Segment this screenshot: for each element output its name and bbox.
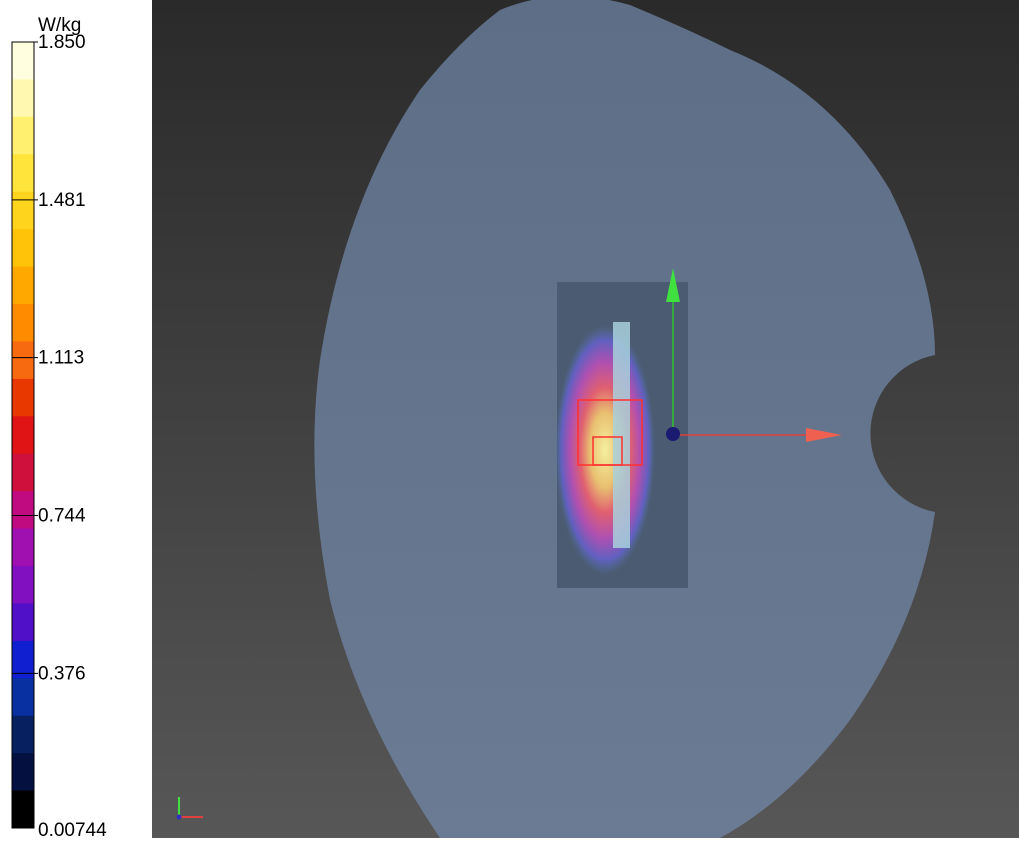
peak-box — [592, 436, 623, 466]
colorbar-tick-label: 0.00744 — [38, 820, 107, 838]
colorbar-band — [12, 528, 34, 567]
colorbar-band — [12, 678, 34, 717]
orientation-icon — [176, 797, 203, 820]
viewport — [152, 0, 1019, 838]
colorbar-band — [12, 453, 34, 492]
x-arrow — [806, 428, 842, 442]
colorbar-band — [12, 341, 34, 380]
colorbar-band — [12, 491, 34, 530]
colorbar-band — [12, 191, 34, 230]
colorbar-tick-label: 1.850 — [38, 32, 86, 53]
origin — [666, 427, 680, 441]
colorbar-band — [12, 42, 34, 80]
colorbar-band — [12, 229, 34, 268]
device — [613, 322, 630, 548]
colorbar-band — [12, 566, 34, 604]
sar-distribution — [555, 325, 655, 575]
colorbar-band — [12, 715, 34, 754]
colorbar-band — [12, 79, 34, 118]
colorbar-tick-label: 0.744 — [38, 505, 86, 526]
colorbar-band — [12, 116, 34, 155]
colorbar-band — [12, 753, 34, 792]
colorbar-band — [12, 640, 34, 679]
colorbar: W/kg 1.850 1.481 1.113 0.744 0.376 0.00744 — [11, 15, 107, 841]
y-arrow — [666, 268, 680, 302]
colorbar-band — [12, 266, 34, 305]
colorbar-tick-label: 1.481 — [38, 190, 86, 211]
colorbar-band — [12, 304, 34, 342]
colorbar-band — [12, 790, 34, 829]
colorbar-band — [12, 416, 34, 455]
colorbar-band — [12, 603, 34, 642]
colorbar-tick-label: 0.376 — [38, 663, 86, 684]
colorbar-tick-label: 1.113 — [38, 348, 84, 369]
colorbar-unit: W/kg — [38, 15, 81, 36]
colorbar-band — [12, 154, 34, 193]
colorbar-band — [12, 378, 34, 417]
